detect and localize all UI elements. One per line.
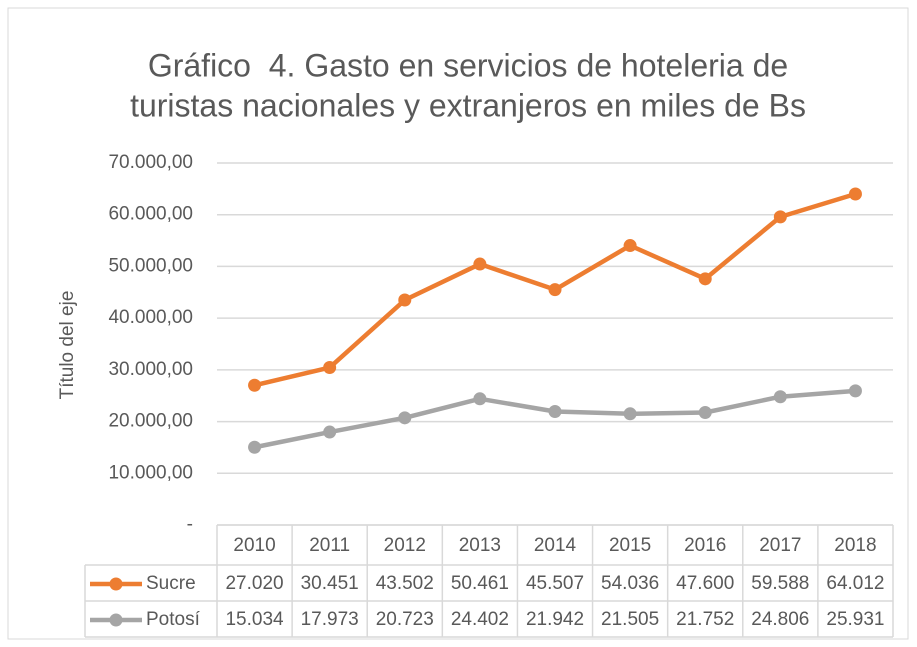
series-marker [623, 407, 637, 421]
series-marker [398, 293, 412, 307]
table-value: 59.588 [751, 573, 809, 594]
chart-title: Gráfico 4. Gasto en servicios de hoteler… [148, 47, 788, 83]
x-tick-label: 2010 [233, 535, 275, 556]
series-marker [473, 257, 487, 271]
legend-label: Sucre [146, 573, 196, 594]
table-value: 21.752 [676, 609, 734, 630]
x-tick-label: 2015 [609, 535, 651, 556]
table-value: 21.505 [601, 609, 659, 630]
table-value: 30.451 [301, 573, 359, 594]
y-axis-title: Título del eje [57, 291, 78, 400]
y-tick-label: 30.000,00 [108, 359, 193, 380]
series-marker [623, 239, 637, 253]
table-value: 20.723 [376, 609, 434, 630]
series-marker [323, 361, 337, 375]
table-value: 21.942 [526, 609, 584, 630]
series-marker [323, 425, 337, 439]
table-value: 24.806 [751, 609, 809, 630]
table-value: 17.973 [301, 609, 359, 630]
chart-title: turistas nacionales y extranjeros en mil… [130, 87, 806, 123]
series-marker [773, 390, 787, 404]
y-tick-label: 20.000,00 [108, 411, 193, 432]
y-tick-label: 60.000,00 [108, 204, 193, 225]
x-tick-label: 2012 [384, 535, 426, 556]
series-marker [248, 378, 262, 392]
x-tick-label: 2014 [534, 535, 577, 556]
y-tick-label: - [187, 514, 193, 535]
series-marker [248, 440, 262, 454]
y-tick-label: 50.000,00 [108, 255, 193, 276]
x-tick-label: 2018 [834, 535, 876, 556]
table-value: 27.020 [225, 573, 283, 594]
series-marker [398, 411, 412, 425]
y-tick-label: 40.000,00 [108, 307, 193, 328]
x-tick-label: 2017 [759, 535, 801, 556]
series-marker [548, 405, 562, 419]
series-marker [848, 384, 862, 398]
table-value: 43.502 [376, 573, 434, 594]
table-value: 24.402 [451, 609, 509, 630]
table-value: 64.012 [826, 573, 884, 594]
series-marker [698, 406, 712, 420]
legend-marker [109, 577, 123, 591]
y-tick-label: 70.000,00 [108, 152, 193, 173]
x-tick-label: 2013 [459, 535, 501, 556]
chart-border [7, 7, 909, 640]
y-tick-label: 10.000,00 [108, 462, 193, 483]
series-marker [548, 283, 562, 297]
legend-marker [109, 613, 123, 627]
series-marker [698, 272, 712, 286]
table-value: 15.034 [225, 609, 284, 630]
series-marker [773, 210, 787, 224]
series-marker [473, 392, 487, 406]
table-value: 54.036 [601, 573, 659, 594]
table-value: 50.461 [451, 573, 509, 594]
x-tick-label: 2011 [309, 535, 350, 556]
legend-label: Potosí [146, 609, 201, 630]
table-value: 47.600 [676, 573, 734, 594]
table-value: 45.507 [526, 573, 584, 594]
series-marker [848, 187, 862, 201]
table-value: 25.931 [826, 609, 884, 630]
x-tick-label: 2016 [684, 535, 726, 556]
